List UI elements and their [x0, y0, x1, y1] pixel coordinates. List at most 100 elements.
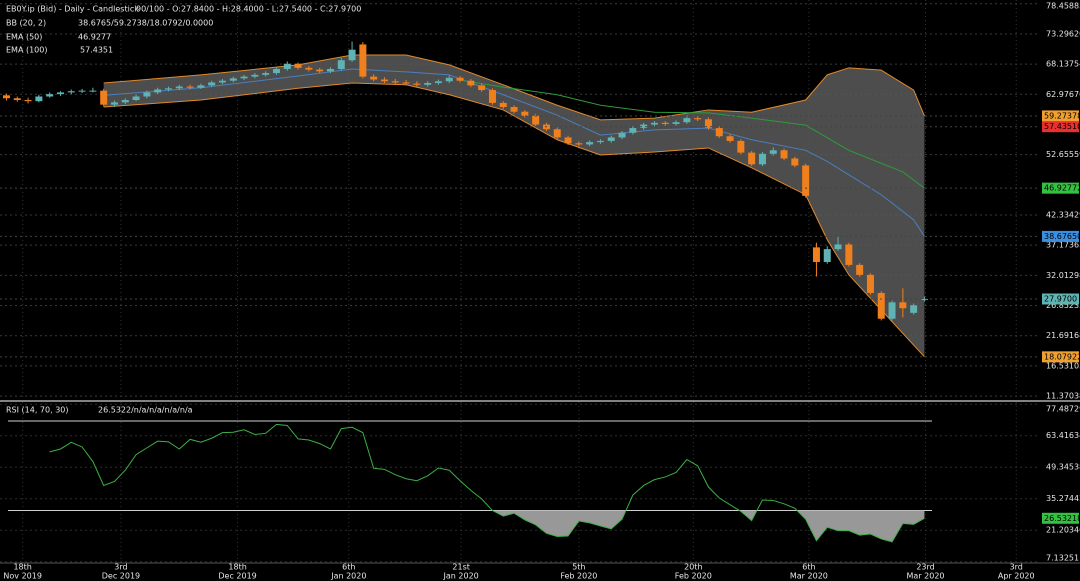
candle-body	[877, 292, 885, 319]
candle-body	[110, 102, 118, 105]
x-tick-label: Feb 2020	[560, 572, 597, 581]
candle-body	[262, 73, 270, 75]
candle-body	[164, 88, 172, 90]
candle-body	[197, 85, 205, 88]
y-tick-label: 21.20346	[1046, 526, 1080, 535]
price-label-box	[1042, 121, 1079, 133]
candle-body	[596, 140, 604, 143]
x-tick-label: 21st	[452, 563, 469, 572]
candle-body	[802, 165, 810, 196]
candle-body	[445, 77, 453, 82]
candle-body	[607, 137, 615, 141]
price-label: 38.67650	[1044, 232, 1080, 241]
candle-body	[413, 83, 421, 85]
price-label-box	[1042, 110, 1079, 122]
x-tick-label: 18th	[13, 563, 31, 572]
y-tick-label: 26.85233	[1046, 301, 1080, 310]
candle-body	[316, 69, 324, 72]
bollinger-middle	[103, 68, 925, 237]
x-tick-label: Nov 2019	[3, 572, 42, 581]
candle-body	[683, 118, 691, 123]
price-label-box	[1042, 182, 1079, 194]
candle-body	[532, 115, 540, 125]
price-label-box	[1042, 293, 1079, 305]
candle-body	[143, 92, 151, 97]
x-tick-label: Feb 2020	[675, 572, 712, 581]
candle-body	[672, 122, 680, 124]
indicator-value: 46.9277	[78, 33, 111, 42]
x-tick-label: 5th	[572, 563, 585, 572]
candle-body	[791, 158, 799, 166]
candle-body	[424, 83, 432, 85]
candle-body	[402, 82, 410, 84]
candle-body	[272, 69, 280, 74]
candle-body	[186, 86, 194, 88]
y-tick-label: 78.45885	[1046, 2, 1080, 11]
candle-body	[175, 86, 183, 89]
bollinger-upper	[103, 54, 925, 121]
y-tick-label: 49.34538	[1046, 463, 1080, 472]
candle-body	[694, 118, 702, 120]
candle-body	[251, 74, 259, 77]
ohlc-readout: 90/100 - O:27.8400 - H:28.4000 - L:27.54…	[136, 5, 361, 14]
rsi-oversold-fill	[49, 510, 925, 542]
candle-body	[499, 102, 507, 108]
candle-body	[856, 264, 864, 275]
x-tick-label: Apr 2020	[998, 572, 1035, 581]
candle-body	[370, 76, 378, 80]
x-tick-label: 6th	[802, 563, 815, 572]
candle-body	[920, 299, 928, 301]
candle-body	[521, 111, 529, 116]
candle-body	[456, 77, 464, 81]
candle-body	[553, 129, 561, 138]
candle-body	[823, 249, 831, 262]
indicator-value: 38.6765/59.2738/18.0792/0.0000	[78, 19, 213, 28]
candle-body	[715, 128, 723, 137]
candle-body	[240, 76, 248, 79]
y-tick-label: 32.01298	[1046, 271, 1080, 280]
candle-body	[218, 80, 226, 83]
indicator-name: EMA (100)	[6, 46, 47, 55]
price-label-box	[1042, 230, 1079, 242]
indicator-name: BB (20, 2)	[6, 19, 46, 28]
indicator-name: EMA (50)	[6, 33, 42, 42]
y-tick-label: 42.33429	[1046, 211, 1080, 220]
candle-body	[726, 136, 734, 141]
candle-body	[132, 96, 140, 100]
candle-body	[391, 81, 399, 83]
value-label-box	[1042, 512, 1079, 524]
x-tick-label: Mar 2020	[907, 572, 945, 581]
y-tick-label: 21.69168	[1046, 331, 1080, 340]
candle-body	[575, 143, 583, 145]
chart-title: EB0Y.ip (Bid) - Daily - Candlestick	[6, 5, 139, 14]
candle-body	[326, 69, 334, 72]
candle-body	[56, 92, 64, 95]
candle-body	[294, 63, 302, 68]
x-tick-label: Jan 2020	[330, 572, 366, 581]
bollinger-lower	[103, 82, 925, 358]
candle-body	[35, 96, 43, 102]
candle-body	[283, 63, 291, 70]
candle-body	[380, 79, 388, 82]
rsi-title: RSI (14, 70, 30)	[6, 406, 69, 415]
y-tick-label: 11.37038	[1046, 392, 1080, 401]
candle-body	[586, 142, 594, 145]
candle-body	[46, 94, 54, 97]
x-tick-label: Dec 2019	[218, 572, 256, 581]
candle-body	[704, 119, 712, 129]
candle-body	[359, 44, 367, 77]
candle-body	[834, 244, 842, 250]
candle-body	[618, 132, 626, 138]
x-tick-label: 20th	[684, 563, 702, 572]
candle-body	[78, 90, 86, 92]
candle-body	[100, 90, 108, 105]
candle-body	[13, 98, 21, 100]
candle-body	[650, 122, 658, 125]
y-tick-label: 52.65559	[1046, 150, 1080, 159]
y-tick-label: 16.53103	[1046, 361, 1080, 370]
candle-body	[478, 85, 486, 91]
candle-body	[121, 100, 129, 103]
x-tick-label: Mar 2020	[790, 572, 828, 581]
